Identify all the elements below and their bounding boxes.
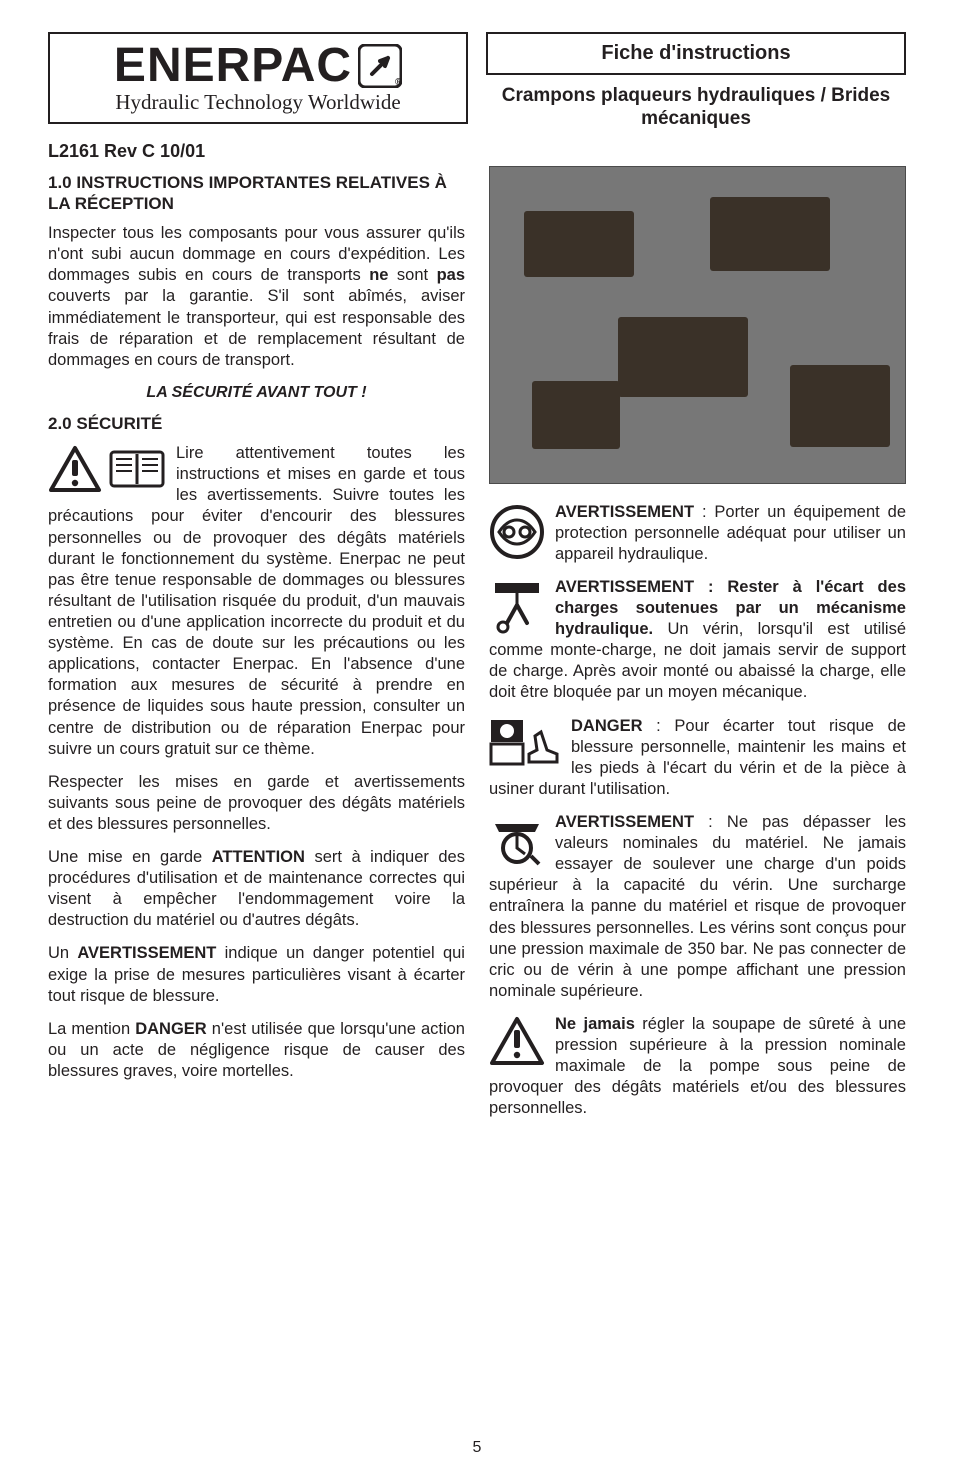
section-2-heading: 2.0 SÉCURITÉ <box>48 413 465 435</box>
para-danger: La mention DANGER n'est utilisée que lor… <box>48 1019 465 1082</box>
section-1-heading: 1.0 INSTRUCTIONS IMPORTANTES RELATIVES À… <box>48 172 465 216</box>
hand-foot-crush-icon <box>489 718 561 766</box>
logo: ENERPAC ® <box>114 42 402 90</box>
page-number: 5 <box>0 1439 954 1457</box>
warn-stay-clear-load: AVERTISSEMENT : Rester à l'écart des cha… <box>489 577 906 704</box>
logo-tagline: Hydraulic Technology Worldwide <box>115 90 400 115</box>
para-avertissement: Un AVERTISSEMENT indique un danger poten… <box>48 943 465 1006</box>
warn-do-not-exceed: AVERTISSEMENT : Ne pas dépasser les vale… <box>489 812 906 1002</box>
warn-ppe: AVERTISSEMENT : Porter un équipement de … <box>489 502 906 565</box>
svg-text:®: ® <box>395 77 402 88</box>
warning-and-book-icons <box>48 445 166 493</box>
para-read-instructions: Lire attentivement toutes les instructio… <box>48 443 465 760</box>
doc-title-box: Fiche d'instructions <box>486 32 906 75</box>
falling-load-icon <box>489 579 545 635</box>
para-reception: Inspecter tous les composants pour vous … <box>48 223 465 371</box>
overload-cylinder-icon <box>489 814 545 870</box>
doc-subtitle: Crampons plaqueurs hydrauliques / Brides… <box>486 85 906 131</box>
warn-danger-hands-feet: DANGER : Pour écarter tout risque de ble… <box>489 716 906 800</box>
para-attention: Une mise en garde ATTENTION sert à indiq… <box>48 847 465 931</box>
logo-text: ENERPAC <box>114 42 352 90</box>
goggles-icon <box>489 504 545 560</box>
warning-triangle-icon <box>48 445 102 493</box>
product-photo <box>489 166 906 484</box>
open-book-icon <box>108 445 166 493</box>
para-respect-warnings: Respecter les mises en garde et avertiss… <box>48 772 465 835</box>
rev-line: L2161 Rev C 10/01 <box>48 141 906 162</box>
warn-relief-valve: Ne jamais régler la soupape de sûreté à … <box>489 1014 906 1120</box>
warning-triangle-icon <box>489 1016 545 1066</box>
logo-box: ENERPAC ® Hydraulic Technology Worldwide <box>48 32 468 124</box>
safety-first: LA SÉCURITÉ AVANT TOUT ! <box>48 383 465 403</box>
link-icon: ® <box>358 44 402 88</box>
